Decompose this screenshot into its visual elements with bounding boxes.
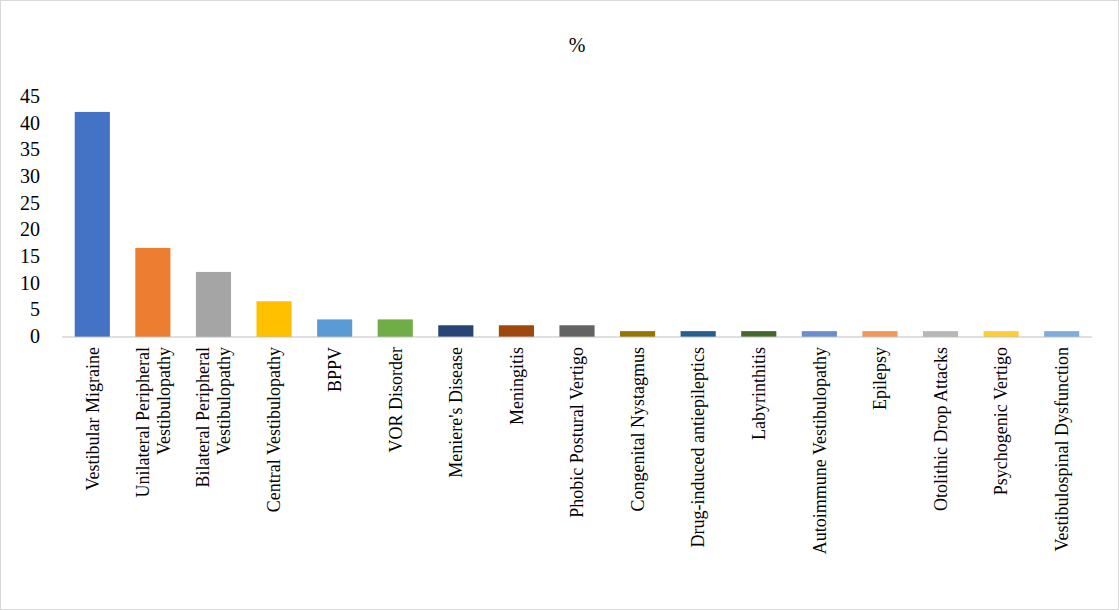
x-tick-label: BPPV bbox=[325, 347, 345, 392]
x-tick-label: Vestibular Migraine bbox=[83, 347, 103, 490]
x-tick-label: Congenital Nystagmus bbox=[628, 347, 648, 512]
x-tick-label: Unilateral PeripheralVestibulopathy bbox=[133, 347, 174, 497]
y-tick-label: 0 bbox=[30, 325, 40, 347]
bar bbox=[741, 331, 776, 337]
x-tick-label: Autoimmune Vestibulopathy bbox=[810, 347, 830, 554]
chart: % 0 5 10 15 20 25 30 35 40 45 Vestibular Migraine Un… bbox=[0, 0, 1119, 610]
x-tick-label: Otolithic Drop Attacks bbox=[931, 347, 951, 511]
bar bbox=[984, 331, 1019, 337]
bar bbox=[499, 325, 534, 337]
x-tick-label: Central Vestibulopathy bbox=[264, 347, 284, 512]
y-tick-label: 15 bbox=[20, 245, 40, 267]
bar bbox=[317, 319, 352, 337]
bar bbox=[438, 325, 473, 337]
bar bbox=[923, 331, 958, 337]
x-axis-line bbox=[62, 337, 1092, 338]
chart-title: % bbox=[569, 34, 586, 56]
y-tick-label: 25 bbox=[20, 192, 40, 214]
x-tick-label: Vestibulospinal Dysfunction bbox=[1052, 347, 1072, 552]
chart-frame bbox=[1, 1, 1119, 610]
x-tick-label: VOR Disorder bbox=[386, 347, 406, 453]
x-tick-label: Meniere's Disease bbox=[446, 347, 466, 478]
x-tick-label: Psychogenic Vertigo bbox=[991, 347, 1011, 495]
y-tick-label: 30 bbox=[20, 165, 40, 187]
y-tick-label: 40 bbox=[20, 112, 40, 134]
x-tick-label: Epilepsy bbox=[870, 347, 890, 410]
bar bbox=[75, 112, 110, 337]
y-tick-label: 10 bbox=[20, 272, 40, 294]
x-tick-label: Bilateral PeripheralVestibulopathy bbox=[193, 347, 234, 487]
bar bbox=[378, 319, 413, 337]
bar bbox=[681, 331, 716, 337]
x-tick-label: Phobic Postural Vertigo bbox=[567, 347, 587, 518]
y-tick-label: 5 bbox=[30, 298, 40, 320]
bar bbox=[196, 272, 231, 337]
bar bbox=[559, 325, 594, 337]
y-tick-label: 20 bbox=[20, 218, 40, 240]
bar bbox=[135, 248, 170, 337]
x-tick-label: Labyrinthitis bbox=[749, 347, 769, 440]
y-tick-label: 35 bbox=[20, 138, 40, 160]
x-tick-label: Meningitis bbox=[507, 347, 527, 425]
bar bbox=[802, 331, 837, 337]
x-tick-label: Drug-induced antiepileptics bbox=[688, 347, 708, 547]
bar bbox=[862, 331, 897, 337]
bar bbox=[1044, 331, 1079, 337]
bar bbox=[620, 331, 655, 337]
bar bbox=[256, 301, 291, 337]
y-tick-label: 45 bbox=[20, 85, 40, 107]
bars bbox=[75, 112, 1080, 337]
